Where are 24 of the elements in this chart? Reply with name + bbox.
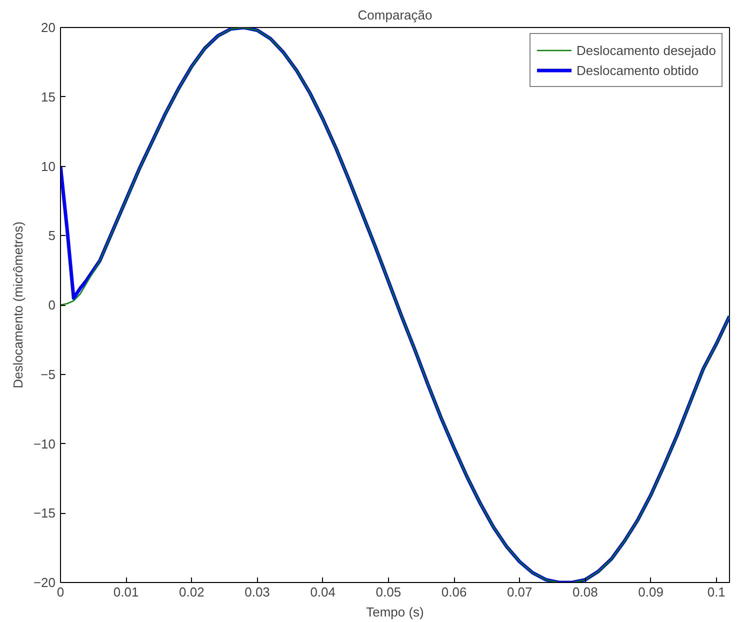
x-tick-label: 0.1 [707,584,726,600]
x-tick-label: 0.05 [376,584,402,600]
y-tick-label: 15 [41,89,56,104]
x-tick-label: 0.02 [179,584,204,600]
y-tick-label: −20 [33,575,56,590]
y-tick-label: 10 [41,158,56,174]
x-axis-title: Tempo (s) [366,604,424,620]
y-tick-label: −10 [33,436,56,452]
y-tick-label: 0 [48,298,56,312]
x-tick-label: 0.07 [506,584,532,600]
x-tick-label: 0.08 [572,584,598,600]
x-tick-label: 0.03 [244,584,270,600]
y-tick-label: −15 [33,506,56,521]
x-tick-label: 0.01 [113,584,139,600]
chart-title: Comparação [358,8,432,22]
y-tick-label: −5 [40,366,56,382]
x-tick-label: 0.09 [638,584,664,600]
y-tick-label: 20 [41,20,56,35]
y-axis-title: Deslocamento (micrômetros) [10,222,26,388]
x-tick-label: 0.06 [441,584,467,600]
legend-label: Deslocamento obtido [576,62,699,78]
x-tick-label: 0.04 [310,584,336,600]
y-tick-label: 5 [48,228,56,244]
legend-label: Deslocamento desejado [576,42,716,58]
